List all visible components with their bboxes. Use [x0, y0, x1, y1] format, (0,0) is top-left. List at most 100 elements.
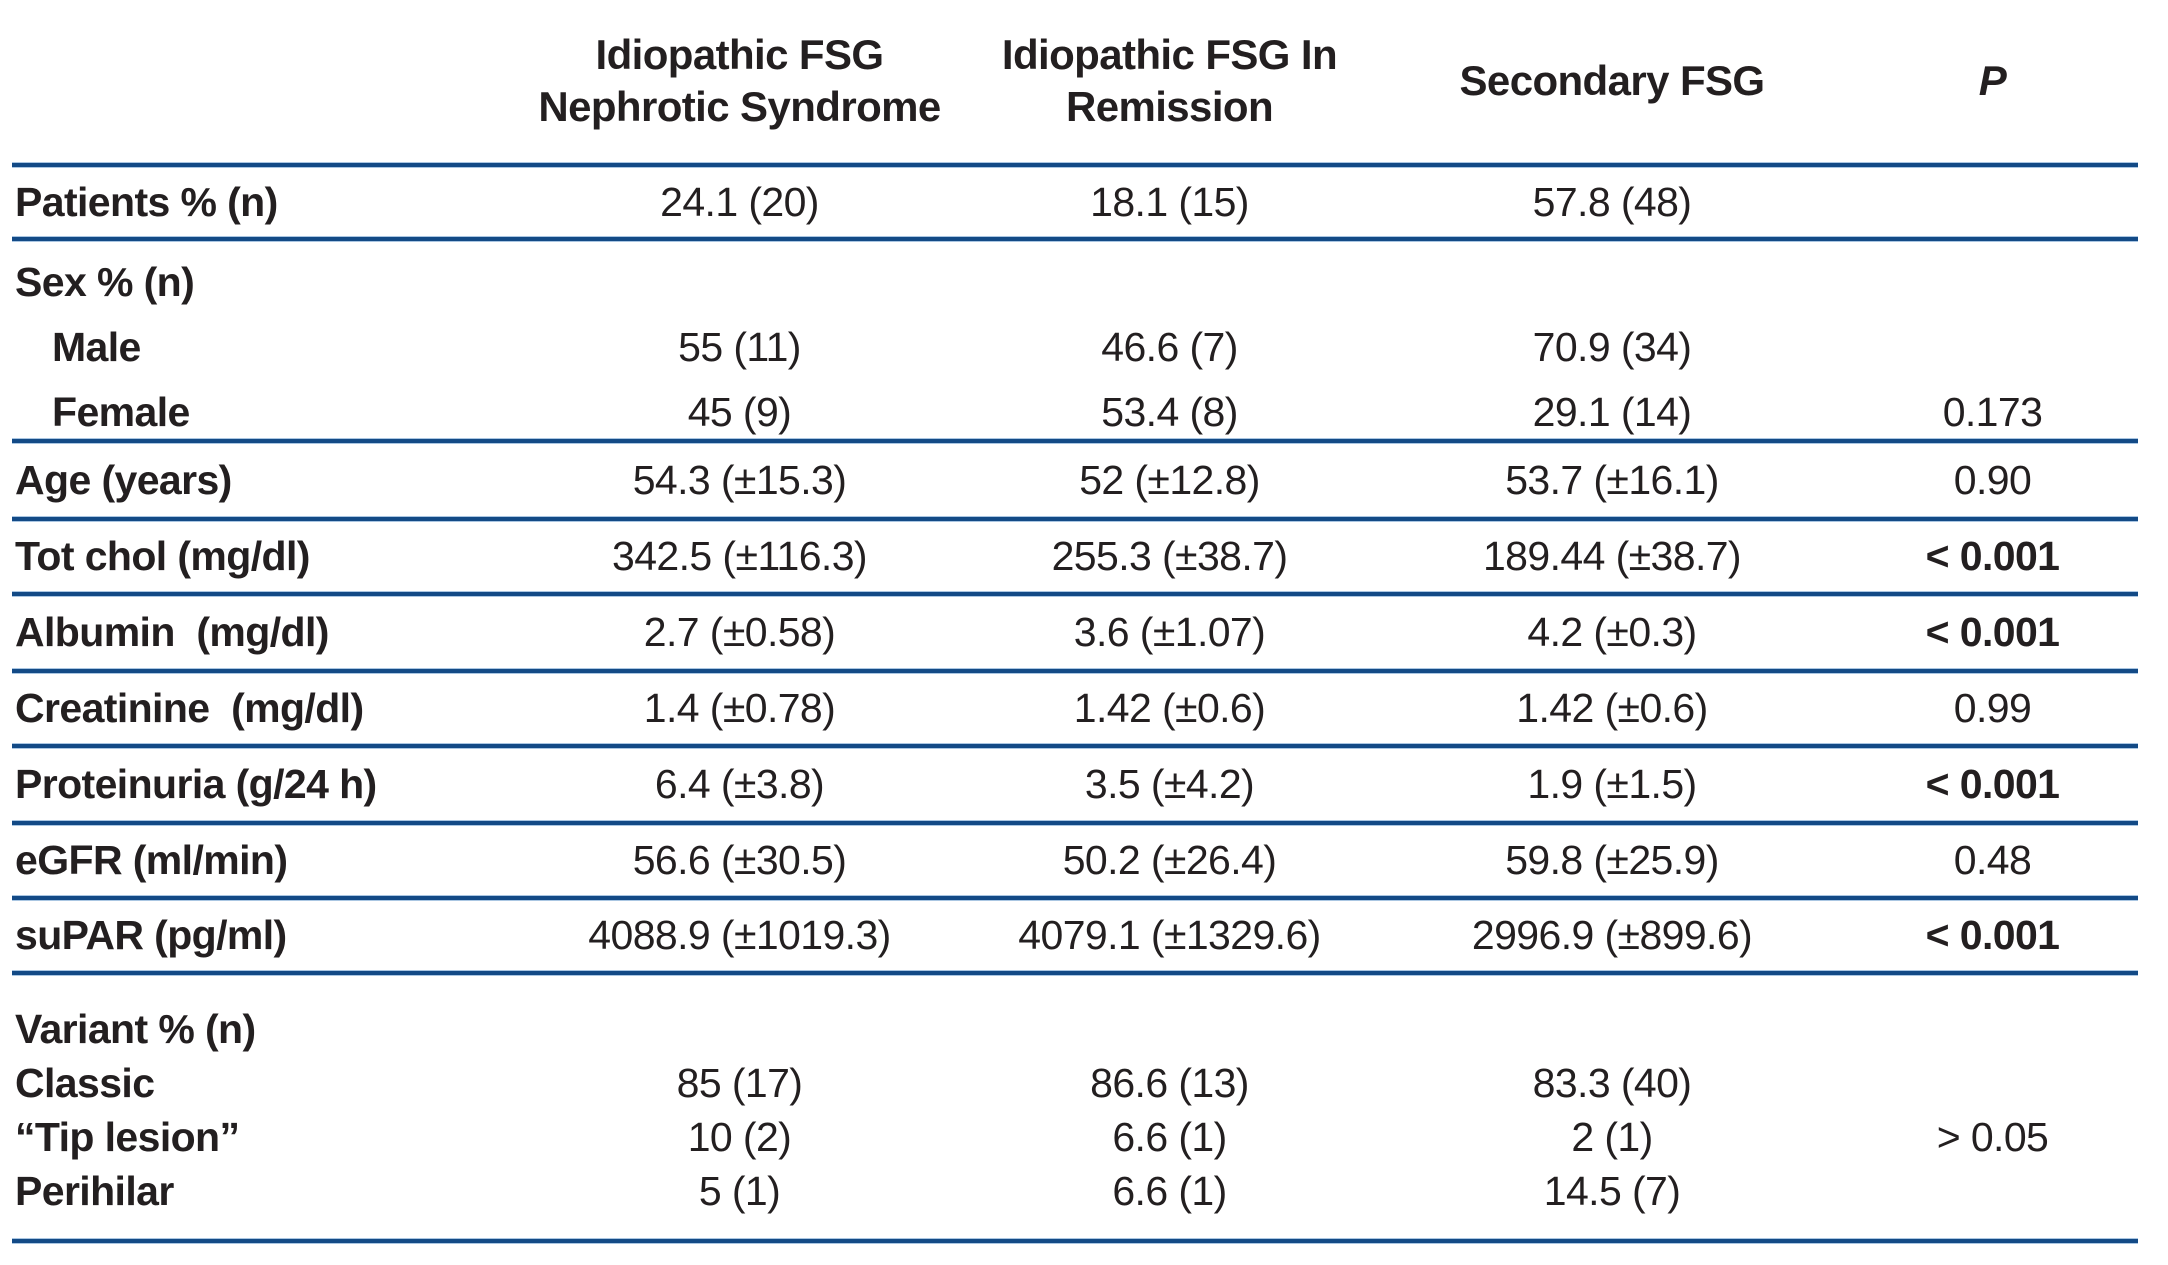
cell-value: 52 (±12.8): [1079, 456, 1260, 503]
col-header-p-value: P: [1847, 0, 2138, 162]
cell-value: 86.6 (13): [1090, 1059, 1249, 1106]
table-row-tot-chol: Tot chol (mg/dl) 342.5 (±116.3) 255.3 (±…: [12, 522, 2138, 591]
col-header-line: Secondary FSG: [1459, 57, 1766, 104]
cell-p-value: [1847, 250, 2138, 315]
cell-p-value: 0.173: [1942, 389, 2043, 435]
cell-value: 56.6 (±30.5): [632, 837, 847, 883]
row-label: “Tip lesion”: [15, 1113, 240, 1160]
cell-value: [1377, 1002, 1847, 1056]
table-row-variant-header: Variant % (n): [12, 1002, 2138, 1056]
cell-value: 83.3 (40): [1532, 1059, 1692, 1106]
cell-p-value: [1847, 1164, 2138, 1218]
bottom-margin: [12, 1244, 2138, 1265]
table-section-sex: Sex % (n) Male 55 (11) 46.6 (7) 70.9 (34…: [12, 242, 2138, 438]
cell-value: [517, 1002, 962, 1056]
cell-value: 59.8 (±25.9): [1505, 837, 1719, 883]
cell-value: 24.1 (20): [660, 178, 819, 225]
divider: [12, 162, 2138, 168]
cell-value: 6.6 (1): [1112, 1167, 1227, 1214]
table-row-age: Age (years) 54.3 (±15.3) 52 (±12.8) 53.7…: [12, 444, 2138, 516]
cell-p-value: 0.90: [1953, 456, 2032, 503]
cell-value: 85 (17): [676, 1059, 803, 1106]
divider: [12, 438, 2138, 444]
cell-value: 4088.9 (±1019.3): [588, 912, 891, 958]
row-label: Age (years): [15, 456, 232, 503]
table: Idiopathic FSG Nephrotic Syndrome Idiopa…: [12, 0, 2138, 1265]
cell-value: 70.9 (34): [1532, 324, 1692, 370]
cell-p-value: 0.48: [1953, 837, 2032, 883]
divider: [12, 970, 2138, 976]
cell-value: 2 (1): [1571, 1113, 1653, 1160]
table-row-patients: Patients % (n) 24.1 (20) 18.1 (15) 57.8 …: [12, 168, 2138, 236]
col-header-line: Remission: [1066, 83, 1274, 130]
divider: [12, 743, 2138, 749]
divider: [12, 236, 2138, 242]
table-row-albumin: Albumin (mg/dl) 2.7 (±0.58) 3.6 (±1.07) …: [12, 597, 2138, 668]
cell-p-value: < 0.001: [1925, 533, 2060, 579]
cell-p-value: [1847, 1056, 2138, 1110]
cell-value: 2996.9 (±899.6): [1471, 912, 1753, 958]
cell-value: 4079.1 (±1329.6): [1018, 912, 1321, 958]
col-header-line: Idiopathic FSG In: [1001, 31, 1338, 78]
col-header-line: Nephrotic Syndrome: [538, 83, 941, 130]
table-row-female: Female 45 (9) 53.4 (8) 29.1 (14) 0.173: [12, 380, 2138, 445]
cell-value: 6.4 (±3.8): [654, 761, 825, 807]
cell-p-value: > 0.05: [1936, 1113, 2049, 1160]
table-row-egfr: eGFR (ml/min) 56.6 (±30.5) 50.2 (±26.4) …: [12, 826, 2138, 895]
divider: [12, 591, 2138, 597]
cell-value: 53.7 (±16.1): [1505, 456, 1719, 503]
table-row-tip-lesion: “Tip lesion” 10 (2) 6.6 (1) 2 (1) > 0.05: [12, 1110, 2138, 1164]
row-label: Variant % (n): [15, 1005, 256, 1052]
table-row-classic: Classic 85 (17) 86.6 (13) 83.3 (40): [12, 1056, 2138, 1110]
cell-value: 53.4 (8): [1101, 389, 1238, 435]
cell-value: 5 (1): [698, 1167, 781, 1214]
cell-value: [1377, 250, 1847, 315]
col-header-secondary-fsg: Secondary FSG: [1377, 0, 1847, 162]
row-label: Albumin (mg/dl): [15, 609, 329, 655]
col-header-line: P: [1978, 57, 2007, 104]
table-row-perihilar: Perihilar 5 (1) 6.6 (1) 14.5 (7): [12, 1164, 2138, 1218]
cell-value: 6.6 (1): [1112, 1113, 1227, 1160]
corner-cell: [12, 0, 517, 162]
cell-value: 1.42 (±0.6): [1516, 685, 1708, 731]
row-label: Male: [52, 324, 141, 370]
divider: [12, 516, 2138, 522]
cell-value: 18.1 (15): [1090, 178, 1249, 225]
cell-value: 46.6 (7): [1101, 324, 1238, 370]
divider: [12, 668, 2138, 674]
row-label: Sex % (n): [15, 259, 195, 305]
table-row-supar: suPAR (pg/ml) 4088.9 (±1019.3) 4079.1 (±…: [12, 901, 2138, 970]
table-row-male: Male 55 (11) 46.6 (7) 70.9 (34): [12, 315, 2138, 380]
cell-value: 57.8 (48): [1532, 178, 1692, 225]
cell-value: 3.6 (±1.07): [1073, 609, 1266, 655]
cell-value: [962, 250, 1377, 315]
row-label: Perihilar: [15, 1167, 174, 1214]
table-row-creatinine: Creatinine (mg/dl) 1.4 (±0.78) 1.42 (±0.…: [12, 674, 2138, 743]
cell-p-value: [1847, 1002, 2138, 1056]
row-label: suPAR (pg/ml): [15, 912, 287, 958]
cell-value: 2.7 (±0.58): [643, 609, 836, 655]
divider: [12, 1238, 2138, 1244]
table-section-variant: Variant % (n) Classic 85 (17) 86.6 (13) …: [12, 976, 2138, 1238]
cell-value: 189.44 (±38.7): [1482, 533, 1742, 579]
cell-p-value: < 0.001: [1925, 609, 2060, 655]
cell-value: 54.3 (±15.3): [632, 456, 847, 503]
row-label: eGFR (ml/min): [15, 837, 288, 883]
cell-value: 10 (2): [687, 1113, 792, 1160]
cell-value: 3.5 (±4.2): [1084, 761, 1255, 807]
cell-value: 255.3 (±38.7): [1051, 533, 1288, 579]
col-header-idiopathic-fsg-nephrotic-syndrome: Idiopathic FSG Nephrotic Syndrome: [517, 0, 962, 162]
cell-value: 55 (11): [678, 324, 801, 370]
row-label: Classic: [15, 1059, 155, 1106]
row-label: Creatinine (mg/dl): [15, 685, 364, 731]
row-label: Female: [52, 389, 190, 435]
col-header-idiopathic-fsg-in-remission: Idiopathic FSG In Remission: [962, 0, 1377, 162]
cell-value: 1.4 (±0.78): [643, 685, 836, 731]
table-row-proteinuria: Proteinuria (g/24 h) 6.4 (±3.8) 3.5 (±4.…: [12, 749, 2138, 820]
cell-value: 1.9 (±1.5): [1527, 761, 1697, 807]
row-label: Tot chol (mg/dl): [15, 533, 310, 579]
cell-p-value: 0.99: [1953, 685, 2032, 731]
cell-p-value: [1847, 168, 2138, 236]
cell-p-value: [1847, 315, 2138, 380]
